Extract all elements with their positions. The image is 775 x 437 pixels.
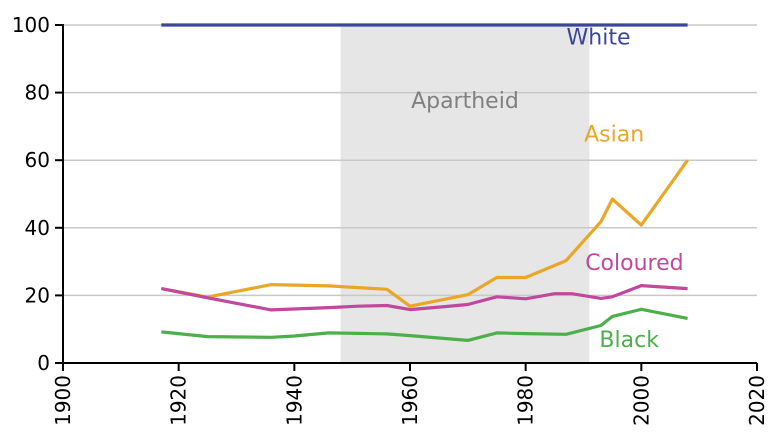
series-label-black: Black [599,328,659,353]
x-tick-label-1940: 1940 [282,375,306,426]
x-tick-label-1980: 1980 [514,375,538,426]
y-tick-label-0: 0 [37,351,50,375]
apartheid-label: Apartheid [411,89,519,114]
series-label-white: White [567,26,631,51]
x-tick-label-2020: 2020 [745,375,769,426]
y-tick-label-80: 80 [25,81,50,105]
x-tick-label-1920: 1920 [167,375,191,426]
y-tick-label-60: 60 [25,148,50,172]
series-line-asian [161,159,689,308]
series-line-black [161,307,688,342]
series-line-coloured [160,284,688,312]
apartheid-period-band [340,25,590,363]
y-tick-label-40: 40 [25,216,50,240]
x-tick-label-2000: 2000 [629,375,653,426]
y-tick-label-100: 100 [12,13,50,37]
x-tick-label-1900: 1900 [51,375,75,426]
series-label-asian: Asian [584,122,644,147]
y-tick-label-20: 20 [25,283,50,307]
x-tick-label-1960: 1960 [398,375,422,426]
series-label-coloured: Coloured [585,251,683,276]
